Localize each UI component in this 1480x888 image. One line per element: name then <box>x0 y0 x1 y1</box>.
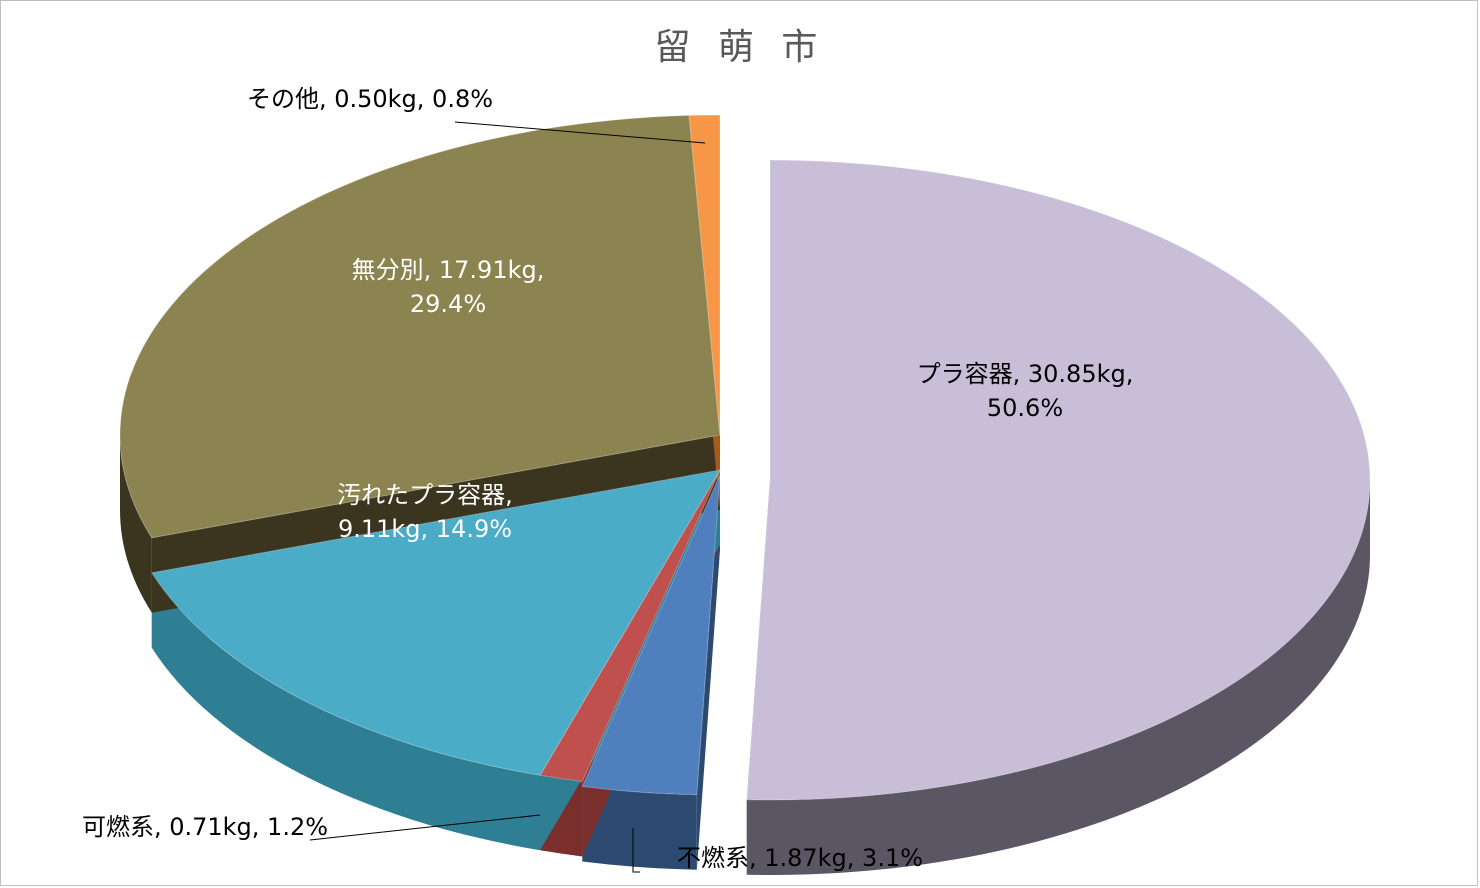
data-label-line2: 9.11kg, 14.9% <box>338 515 512 543</box>
data-label-line1: 可燃系, 0.71kg, 1.2% <box>82 813 328 841</box>
pie-side-slice-1 <box>582 786 697 870</box>
data-label-line2: 50.6% <box>987 394 1063 422</box>
data-label-slice-0: プラ容器, 30.85kg, 50.6% <box>917 360 1134 422</box>
pie-cut-slice-1 <box>696 475 720 870</box>
data-label-slice-2: 可燃系, 0.71kg, 1.2% <box>82 813 328 841</box>
data-label-line2: 29.4% <box>410 290 486 318</box>
data-label-line1: プラ容器, 30.85kg, <box>917 360 1134 388</box>
chart-title: 留 萌 市 <box>654 27 826 68</box>
data-label-slice-3: 汚れたプラ容器, 9.11kg, 14.9% <box>337 481 513 543</box>
pie-slice-slice-5[interactable] <box>688 114 721 436</box>
leader-line-2 <box>309 814 541 841</box>
data-label-line1: 汚れたプラ容器, <box>337 481 513 509</box>
leader-line-5 <box>454 121 706 144</box>
data-label-slice-5: その他, 0.50kg, 0.8% <box>247 85 493 113</box>
pie-slice-slice-2[interactable] <box>539 469 721 783</box>
pie-side-slice-0 <box>746 480 1370 875</box>
data-label-line1: 無分別, 17.91kg, <box>352 256 545 284</box>
pie-slice-slice-1[interactable] <box>581 474 721 796</box>
pie-slice-slice-3[interactable] <box>150 469 721 776</box>
data-label-line1: 不燃系, 1.87kg, 3.1% <box>677 844 923 872</box>
data-label-line1: その他, 0.50kg, 0.8% <box>247 85 493 113</box>
data-label-slice-4: 無分別, 17.91kg, 29.4% <box>352 256 545 318</box>
pie-slice-slice-0[interactable] <box>746 159 1371 801</box>
pie-side-slice-3 <box>151 572 541 851</box>
leader-line-1 <box>632 828 640 873</box>
pie-side-slice-4 <box>120 435 152 613</box>
pie-slice-slice-4[interactable] <box>119 114 721 539</box>
data-label-slice-1: 不燃系, 1.87kg, 3.1% <box>677 844 923 872</box>
